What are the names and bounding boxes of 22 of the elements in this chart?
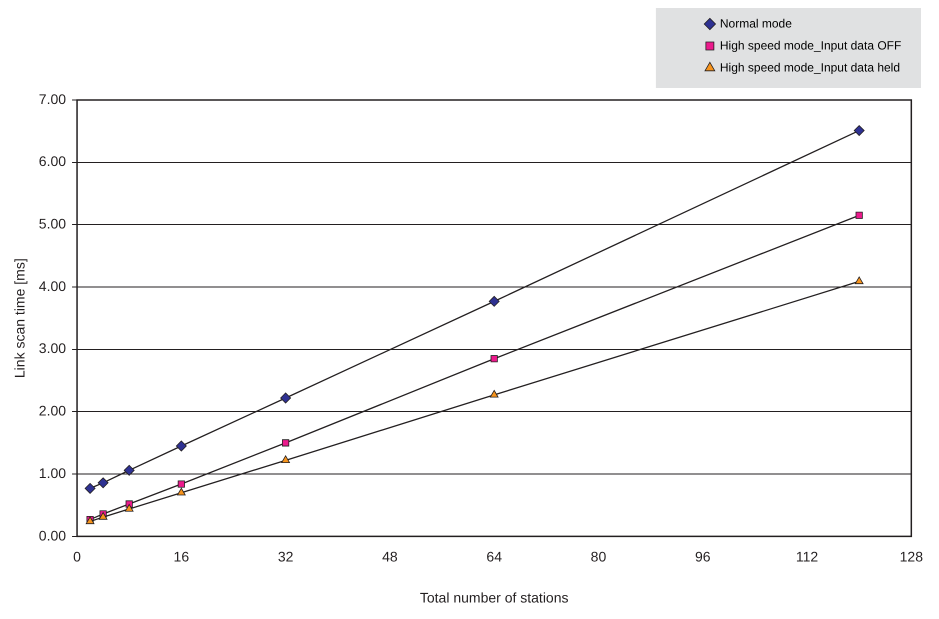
x-tick-label: 48 <box>382 548 398 565</box>
y-tick-label: 4.00 <box>38 278 66 294</box>
y-tick-label: 2.00 <box>38 402 66 419</box>
x-tick-label: 16 <box>174 548 190 565</box>
x-tick-label: 112 <box>796 548 818 565</box>
x-tick-label: 64 <box>486 548 502 565</box>
y-tick-label: 7.00 <box>38 90 66 107</box>
y-tick-label: 3.00 <box>38 340 66 356</box>
x-tick-label: 96 <box>694 548 711 565</box>
x-axis-title: Total number of stations <box>420 589 569 606</box>
x-tick-label: 80 <box>590 548 606 565</box>
y-tick-label: 5.00 <box>38 216 66 232</box>
y-tick-label: 0.00 <box>38 527 66 544</box>
legend-label: High speed mode_Input data held <box>720 60 900 74</box>
x-tick-label: 0 <box>73 548 82 565</box>
legend-label: High speed mode_Input data OFF <box>720 38 902 52</box>
legend-label: Normal mode <box>720 16 792 30</box>
y-axis-title: Link scan time [ms] <box>11 258 28 378</box>
x-tick-label: 32 <box>278 548 294 565</box>
y-tick-label: 1.00 <box>38 464 66 481</box>
y-tick-label: 6.00 <box>38 153 66 170</box>
x-tick-label: 128 <box>900 548 924 565</box>
